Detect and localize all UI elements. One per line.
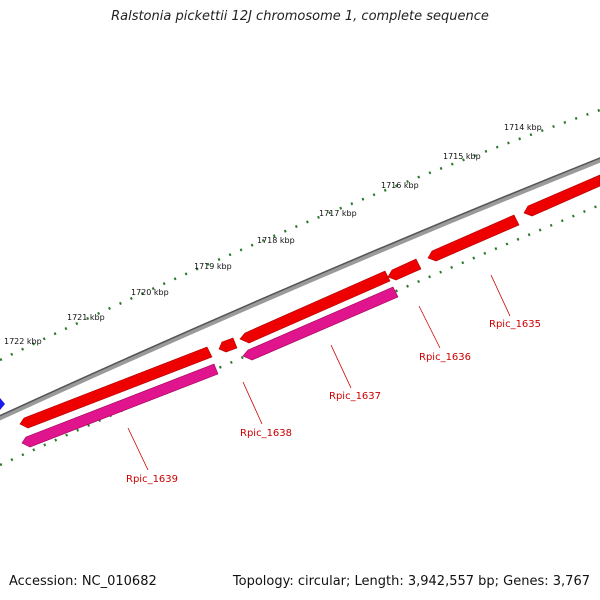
scale-label: 1714 kbp xyxy=(504,123,542,132)
gene-callouts xyxy=(127,274,511,471)
callout-line xyxy=(418,305,441,349)
scale-label: 1722 kbp xyxy=(4,337,42,346)
scale-label: 1721 kbp xyxy=(67,313,105,322)
map-title: Ralstonia pickettii 12J chromosome 1, co… xyxy=(111,9,489,24)
scale-label: 1717 kbp xyxy=(319,209,357,218)
gene-label[interactable]: Rpic_1637 xyxy=(329,391,381,402)
gene-label[interactable]: Rpic_1638 xyxy=(240,428,292,439)
genome-backbone xyxy=(0,157,600,421)
scale-label: 1715 kbp xyxy=(443,152,481,161)
gene-next-partial[interactable] xyxy=(523,174,600,217)
scale-label: 1716 kbp xyxy=(381,181,419,190)
feature-marker-icon xyxy=(0,398,5,410)
cds-rpic-1637[interactable] xyxy=(242,286,399,361)
accession-text: Accession: NC_010682 xyxy=(9,574,157,589)
cds-rpic-1639[interactable] xyxy=(21,363,219,448)
gene-labels: Rpic_1635 Rpic_1636 Rpic_1637 Rpic_1638 … xyxy=(126,319,541,485)
gene-label[interactable]: Rpic_1635 xyxy=(489,319,541,330)
gene-label[interactable]: Rpic_1639 xyxy=(126,474,178,485)
scale-label: 1719 kbp xyxy=(194,262,232,271)
scale-label: 1720 kbp xyxy=(131,288,169,297)
genome-summary-text: Topology: circular; Length: 3,942,557 bp… xyxy=(232,574,590,589)
callout-line xyxy=(242,381,263,425)
gene-rpic-1638[interactable] xyxy=(218,337,238,353)
cds-track xyxy=(21,286,399,448)
callout-line xyxy=(330,344,352,389)
gene-rpic-1635[interactable] xyxy=(427,214,520,262)
gene-rpic-1639[interactable] xyxy=(19,346,213,429)
scale-labels: 1722 kbp 1721 kbp 1720 kbp 1719 kbp 1718… xyxy=(4,123,542,346)
gene-rpic-1637[interactable] xyxy=(239,270,391,344)
gene-label[interactable]: Rpic_1636 xyxy=(419,352,471,363)
genome-backbone-edge xyxy=(0,157,600,417)
gene-track xyxy=(19,174,600,429)
scale-label: 1718 kbp xyxy=(257,236,295,245)
callout-line xyxy=(127,427,149,471)
gene-rpic-1636[interactable] xyxy=(387,258,422,281)
callout-line xyxy=(490,274,511,317)
